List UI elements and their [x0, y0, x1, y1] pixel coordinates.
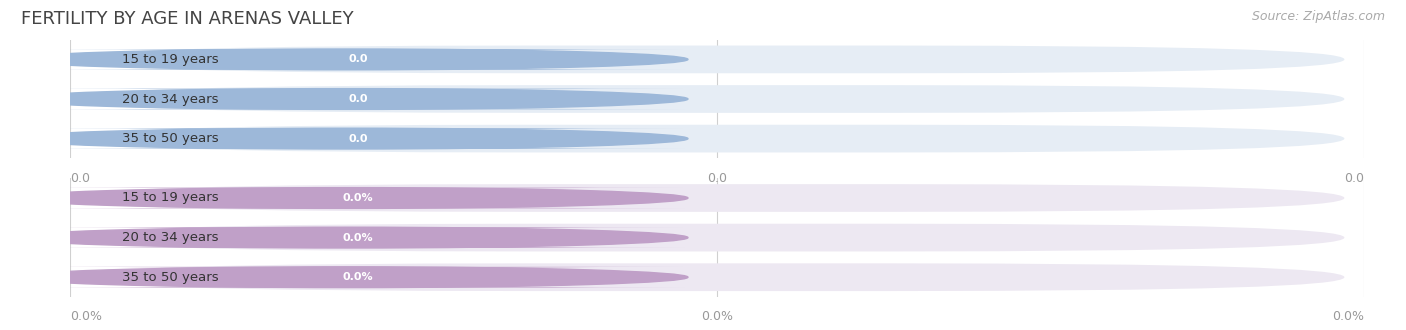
Text: 0.0%: 0.0% [343, 272, 374, 282]
FancyBboxPatch shape [77, 263, 1344, 291]
FancyBboxPatch shape [77, 224, 1344, 251]
FancyBboxPatch shape [31, 49, 685, 70]
Text: 0.0%: 0.0% [1331, 310, 1364, 323]
Text: 15 to 19 years: 15 to 19 years [122, 53, 219, 66]
Text: 0.0: 0.0 [1344, 172, 1364, 184]
Text: 35 to 50 years: 35 to 50 years [122, 132, 219, 145]
Text: 20 to 34 years: 20 to 34 years [122, 231, 218, 244]
Circle shape [8, 49, 688, 70]
FancyBboxPatch shape [31, 128, 685, 149]
Circle shape [8, 227, 688, 248]
Text: 0.0: 0.0 [70, 172, 90, 184]
FancyBboxPatch shape [31, 267, 685, 287]
Text: 0.0: 0.0 [707, 172, 727, 184]
FancyBboxPatch shape [31, 187, 685, 209]
Text: 35 to 50 years: 35 to 50 years [122, 271, 219, 284]
FancyBboxPatch shape [77, 184, 1344, 212]
FancyBboxPatch shape [31, 227, 685, 248]
Text: Source: ZipAtlas.com: Source: ZipAtlas.com [1251, 10, 1385, 23]
Text: 0.0%: 0.0% [702, 310, 733, 323]
FancyBboxPatch shape [77, 46, 1344, 73]
Text: 0.0%: 0.0% [70, 310, 103, 323]
FancyBboxPatch shape [31, 89, 685, 110]
FancyBboxPatch shape [77, 125, 1344, 152]
Circle shape [8, 89, 688, 110]
Text: 0.0: 0.0 [349, 134, 368, 144]
Text: 0.0%: 0.0% [343, 233, 374, 243]
Text: 0.0%: 0.0% [343, 193, 374, 203]
Text: 15 to 19 years: 15 to 19 years [122, 191, 219, 205]
Text: 20 to 34 years: 20 to 34 years [122, 92, 218, 106]
Text: 0.0: 0.0 [349, 94, 368, 104]
FancyBboxPatch shape [77, 85, 1344, 113]
Circle shape [8, 187, 688, 209]
Text: 0.0: 0.0 [349, 54, 368, 64]
Text: FERTILITY BY AGE IN ARENAS VALLEY: FERTILITY BY AGE IN ARENAS VALLEY [21, 10, 354, 28]
Circle shape [8, 128, 688, 149]
Circle shape [8, 267, 688, 287]
